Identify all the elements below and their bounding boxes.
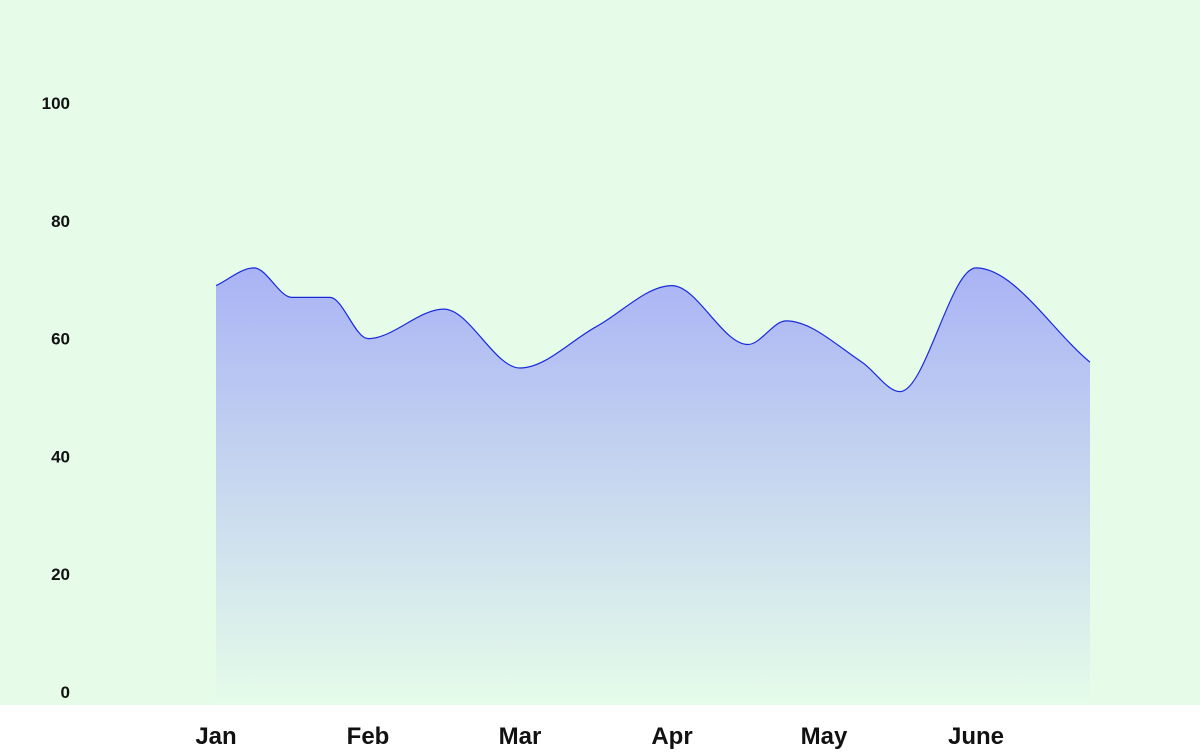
- y-tick-label: 80: [51, 212, 70, 231]
- y-axis-ticks: 0 20 40 60 80 100: [42, 94, 70, 702]
- x-tick-label: June: [948, 723, 1004, 750]
- y-tick-label: 20: [51, 565, 70, 584]
- area-series: [215, 267, 1091, 705]
- y-tick-label: 60: [51, 330, 70, 349]
- y-tick-label: 100: [42, 94, 70, 113]
- x-tick-label: Apr: [651, 723, 692, 750]
- y-tick-label: 40: [51, 447, 70, 466]
- x-tick-label: Mar: [499, 723, 542, 750]
- x-tick-label: May: [801, 723, 848, 750]
- series-line: [215, 267, 1091, 393]
- x-axis-ticks: Jan Feb Mar Apr May June: [195, 723, 1004, 750]
- area-fill: [216, 267, 1090, 705]
- y-tick-label: 0: [61, 683, 70, 702]
- x-axis-strip: [0, 705, 1200, 755]
- x-tick-label: Feb: [347, 723, 390, 750]
- x-tick-label: Jan: [195, 723, 236, 750]
